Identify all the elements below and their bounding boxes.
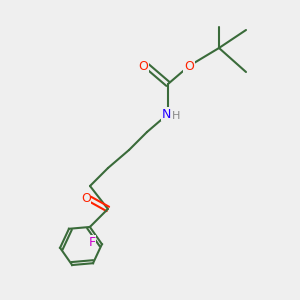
Text: N: N: [161, 107, 171, 121]
Text: O: O: [184, 59, 194, 73]
Text: O: O: [138, 59, 148, 73]
Text: O: O: [81, 193, 91, 206]
Text: F: F: [88, 236, 95, 249]
Text: H: H: [172, 111, 180, 121]
